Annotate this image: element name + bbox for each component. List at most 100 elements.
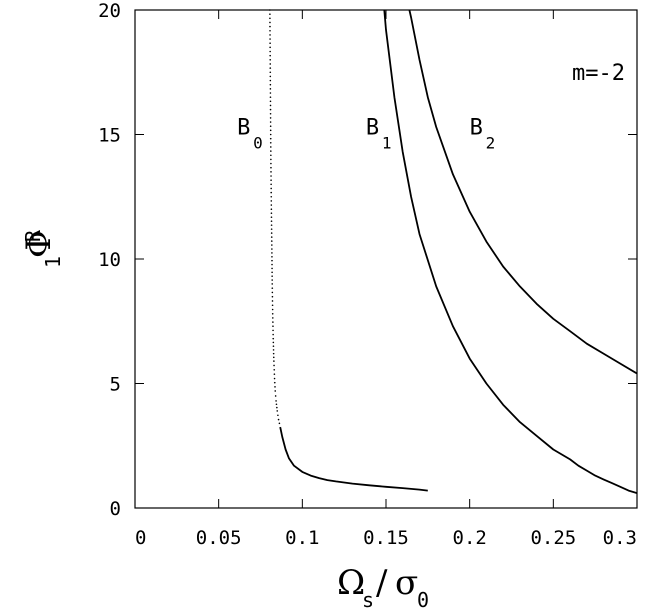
series-point-b0 (269, 67, 272, 69)
series-point-b0 (272, 321, 274, 323)
curve-label-b1: B (366, 116, 379, 141)
series-point-b0 (276, 406, 278, 409)
series-point-b0 (274, 395, 277, 397)
series-point-b0 (269, 38, 271, 40)
series-point-b0 (272, 337, 275, 340)
series-point-b0 (270, 224, 273, 226)
series-point-b0 (270, 179, 272, 181)
series-line-b1 (383, 9, 638, 494)
series-point-b0 (272, 352, 275, 355)
series-point-b0 (270, 175, 272, 177)
plot-frame (134, 9, 638, 509)
series-point-b0 (269, 42, 271, 44)
series-point-b0 (271, 287, 274, 289)
series-point-b0 (269, 121, 272, 123)
series-point-b0 (270, 195, 273, 198)
annotation-label: m=-2 (572, 61, 625, 86)
y-tick-labels: 0 5 10 15 20 (98, 0, 121, 520)
series-point-b0 (269, 75, 272, 78)
y-tick-label: 5 (110, 374, 121, 396)
series-point-b0 (273, 381, 276, 384)
series-point-b0 (269, 142, 272, 144)
x-axis-label-denominator-subscript: 0 (417, 588, 429, 610)
series-point-b0 (275, 403, 278, 406)
series-point-b0 (269, 71, 272, 74)
x-axis-label-symbol: Ω (337, 563, 365, 603)
series-point-b0 (271, 255, 273, 258)
series-point-b0 (272, 345, 275, 347)
series-point-b0 (269, 137, 272, 140)
series-point-b0 (269, 21, 271, 24)
curve-label-subscript: 0 (253, 134, 263, 153)
series-point-b0 (271, 275, 273, 277)
y-axis-label: Φ 1 R (19, 229, 65, 268)
series-point-b0 (269, 108, 272, 111)
series-point-b0 (270, 220, 273, 222)
x-axis-label-subscript: s (362, 588, 374, 610)
series-point-b0 (271, 248, 273, 250)
series-point-b0 (269, 112, 272, 115)
y-tick-label: 0 (110, 498, 121, 520)
series-point-b0 (270, 154, 272, 157)
series-point-b0 (270, 183, 272, 186)
series-point-b0 (269, 34, 271, 36)
series-point-b0 (269, 88, 272, 90)
x-axis-label-slash: / (376, 563, 388, 603)
series-point-b0 (270, 236, 273, 238)
series-point-b0 (269, 46, 271, 49)
series-point-b0 (271, 263, 273, 266)
series-point-b0 (269, 100, 272, 103)
series-point-b0 (270, 204, 273, 206)
series-point-b0 (272, 341, 275, 344)
curve-label-b0: B (237, 116, 250, 141)
series-point-b0 (271, 291, 274, 294)
series-point-b0 (271, 267, 273, 270)
series-line-b0-tail (279, 426, 428, 492)
series-point-b0 (273, 377, 276, 380)
series-point-b0 (270, 240, 273, 242)
series-point-b0 (269, 79, 272, 82)
series-point-b0 (269, 125, 272, 127)
series-point-b0 (273, 369, 276, 371)
series-point-b0 (269, 9, 271, 11)
series-point-b0 (269, 25, 271, 28)
y-axis-label-subscript: 1 (41, 256, 65, 268)
series-point-b0 (269, 129, 272, 132)
y-axis-label-superscript: R (21, 229, 45, 242)
series-point-b0 (269, 146, 272, 148)
x-tick-label: 0.15 (363, 527, 409, 549)
x-tick-label: 0.05 (196, 527, 242, 549)
series-point-b0 (278, 422, 281, 425)
series-point-b0 (269, 83, 272, 86)
series-point-b0 (269, 96, 272, 98)
series-group (269, 9, 638, 494)
series-point-b0 (269, 50, 271, 53)
x-axis-label-denominator: σ (395, 563, 418, 603)
x-tick-label: 0.2 (453, 527, 487, 549)
x-tick-label: 0.25 (530, 527, 576, 549)
series-point-b0 (277, 414, 279, 417)
series-point-b0 (270, 187, 272, 190)
series-point-b0 (271, 304, 274, 307)
x-tick-label: 0 (135, 527, 146, 549)
series-line-b2 (408, 9, 638, 375)
series-point-b0 (270, 208, 273, 210)
series-point-b0 (274, 386, 276, 388)
series-point-b0 (271, 283, 274, 285)
series-point-b0 (269, 59, 272, 61)
series-point-b0 (269, 133, 272, 136)
series-point-b0 (270, 216, 273, 218)
series-point-b0 (273, 360, 275, 362)
series-point-b0 (269, 13, 271, 15)
series-point-b0 (269, 63, 272, 65)
series-point-b0 (271, 271, 273, 274)
series-point-b0 (271, 259, 273, 262)
series-point-b0 (270, 158, 272, 161)
series-point-b0 (274, 390, 277, 392)
y-tick-label: 20 (98, 0, 121, 22)
series-point-b0 (270, 166, 272, 169)
series-point-b0 (270, 171, 272, 173)
curve-label-b2: B (470, 116, 483, 141)
series-point-b0 (273, 364, 275, 367)
